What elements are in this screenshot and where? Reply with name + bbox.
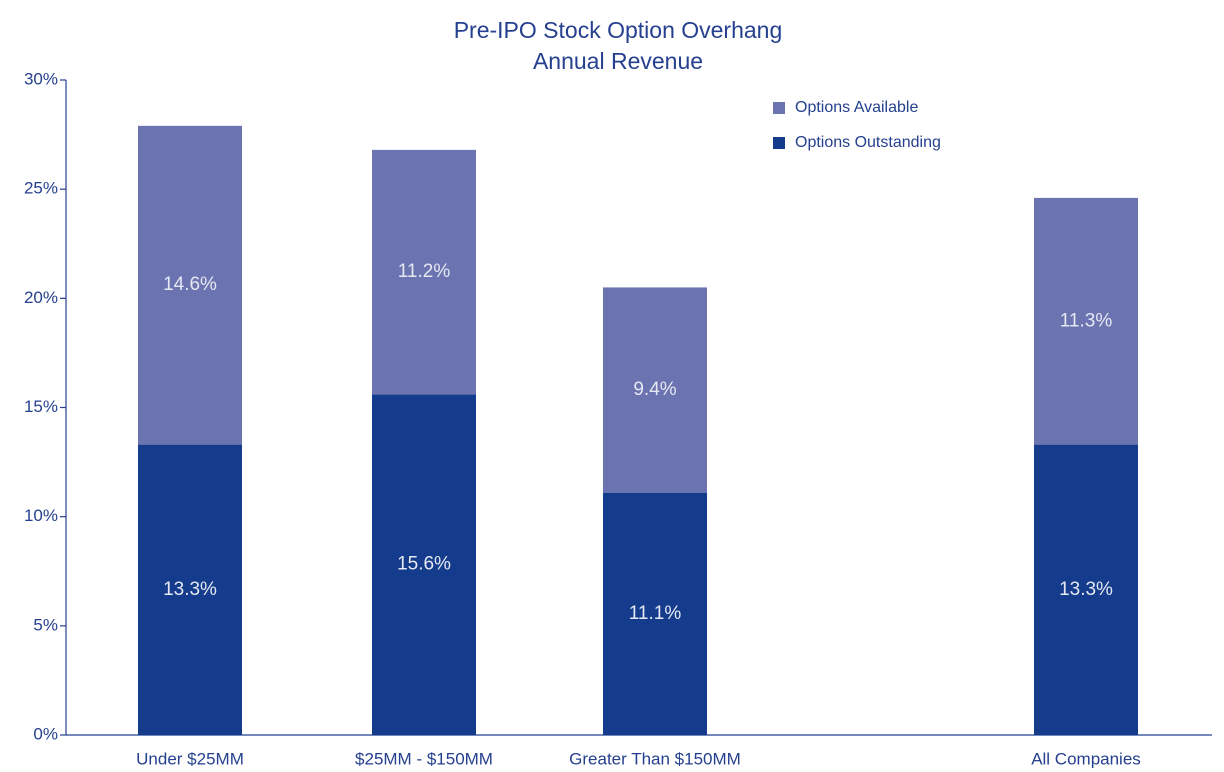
chart-subtitle: Annual Revenue [533,48,703,74]
data-label: 11.2% [398,261,451,282]
x-tick-label: All Companies [1031,749,1141,768]
data-label: 15.6% [397,554,451,575]
x-tick-label: Greater Than $150MM [569,749,741,768]
legend-label: Options Available [795,99,918,116]
legend-label: Options Outstanding [795,134,941,151]
bar-segment [1034,444,1138,735]
data-label: 14.6% [163,274,217,295]
y-tick-label: 25% [24,179,58,198]
bar-segment [372,149,476,395]
legend-swatch [773,102,785,114]
data-label: 11.1% [629,603,682,624]
bar-segment [603,287,707,493]
x-tick-label: Under $25MM [136,749,244,768]
y-tick-label: 0% [33,724,58,743]
data-label: 11.3% [1060,310,1113,331]
y-tick-label: 20% [24,288,58,307]
data-label: 9.4% [633,379,676,400]
bar-segment [138,125,242,445]
data-label: 13.3% [1059,579,1113,600]
x-tick-label: $25MM - $150MM [355,749,493,768]
bar-segment [372,394,476,735]
bar-segment [603,492,707,735]
y-tick-label: 15% [24,397,58,416]
bar-segment [1034,197,1138,445]
data-label: 13.3% [163,579,217,600]
y-tick-label: 5% [33,615,58,634]
y-tick-label: 10% [24,506,58,525]
chart-title: Pre-IPO Stock Option Overhang [454,17,783,43]
y-tick-label: 30% [24,69,58,88]
bar-segment [138,444,242,735]
legend-swatch [773,137,785,149]
